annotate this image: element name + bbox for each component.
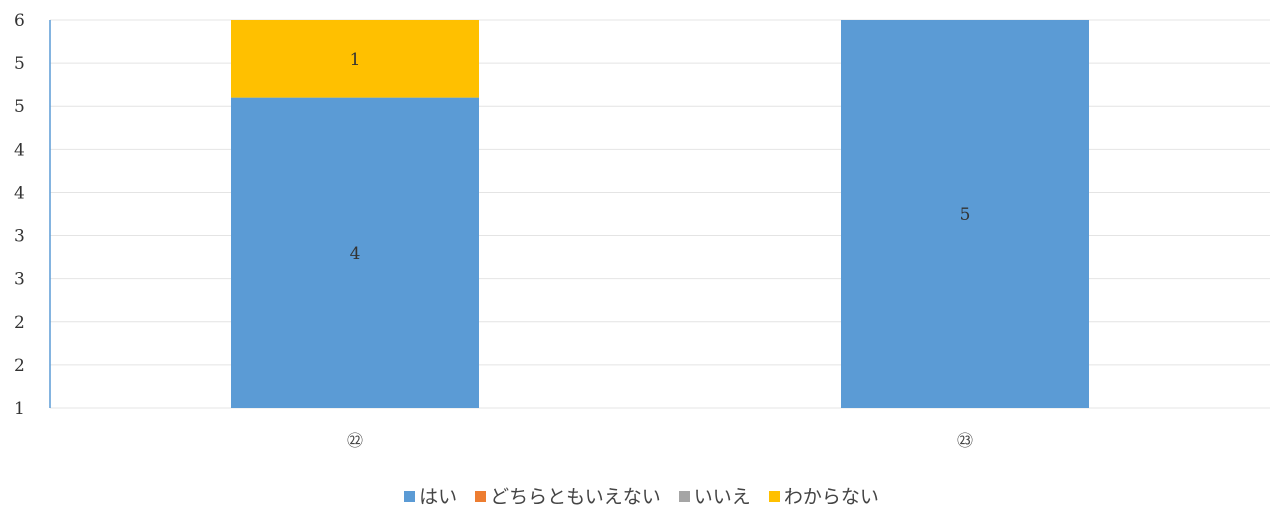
legend-item: はい [404,482,457,509]
legend-label: はい [419,486,458,508]
y-tick-label: 3 [14,227,25,247]
data-labels: 4 1 5 [350,50,971,264]
y-tick-label: 2 [14,356,25,376]
legend-swatch [678,491,690,502]
legend-label: わからない [783,486,879,508]
y-tick-label: 3 [14,270,25,290]
category-label: ㉒ [347,431,363,450]
legend-item: わからない [768,482,879,509]
y-tick-label: 4 [14,140,25,160]
y-tick-label: 6 [14,11,25,31]
y-tick-labels: 1 2 2 3 3 4 4 5 5 6 [14,11,25,419]
legend-label: どちらともいえない [490,486,661,508]
legend-swatch [475,491,487,502]
legend: はい どちらともいえない いいえ わからない [0,482,1283,509]
y-tick-label: 5 [14,54,25,74]
data-label: 1 [350,50,361,70]
bar-segment [231,97,479,408]
y-tick-label: 4 [14,183,25,203]
data-label: 5 [960,205,971,225]
bar-segment [231,20,479,98]
y-tick-label: 5 [14,97,25,117]
data-label: 4 [350,244,361,264]
legend-item: いいえ [678,482,751,509]
legend-swatch [768,491,780,502]
legend-swatch [404,491,416,502]
bar-segment [841,20,1089,408]
legend-item: どちらともいえない [475,482,661,509]
category-label: ㉓ [957,431,973,450]
y-tick-label: 2 [14,313,25,333]
bars [231,20,1089,408]
y-tick-label: 1 [14,399,25,419]
legend-label: いいえ [693,486,751,508]
